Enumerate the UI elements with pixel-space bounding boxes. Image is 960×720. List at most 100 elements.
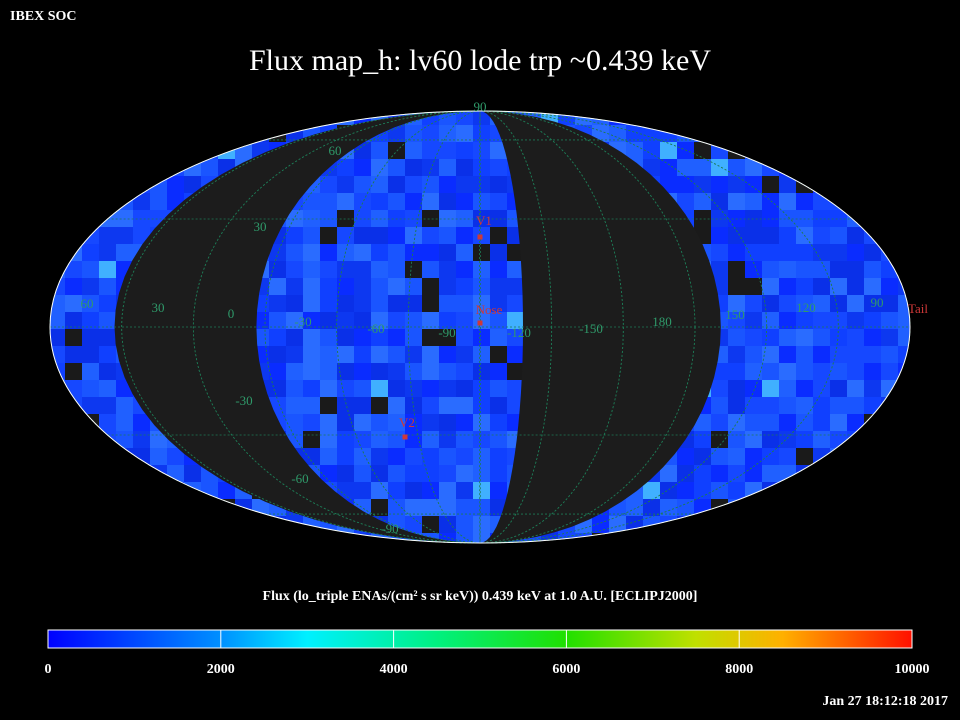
timestamp: Jan 27 18:12:18 2017 [822,694,948,709]
flux-cell [660,142,677,159]
flux-cell [99,397,116,414]
flux-cell [711,414,728,431]
flux-cell [388,465,405,482]
flux-cell [694,431,711,448]
flux-cell [82,244,99,261]
flux-cell [405,482,422,499]
flux-cell [813,431,830,448]
flux-cell [456,431,473,448]
flux-cell [337,227,354,244]
flux-cell [745,397,762,414]
flux-cell [881,329,898,346]
flux-cell [388,261,405,278]
flux-cell [830,397,847,414]
flux-cell [371,295,388,312]
flux-cell [847,278,864,295]
flux-cell [456,448,473,465]
flux-cell [371,380,388,397]
flux-cell [762,244,779,261]
flux-cell [286,261,303,278]
flux-cell [371,414,388,431]
flux-cell [473,448,490,465]
flux-cell [354,414,371,431]
graticule [49,110,911,544]
flux-cell [150,193,167,210]
flux-cell [762,193,779,210]
flux-cell [830,278,847,295]
flux-cell [286,278,303,295]
flux-cell [286,346,303,363]
flux-cell [728,414,745,431]
flux-cell [796,431,813,448]
flux-cell [490,465,507,482]
flux-cell [337,380,354,397]
flux-cell [592,516,609,533]
flux-cell [439,533,456,543]
marker-dot [402,434,408,440]
flux-cell [728,244,745,261]
colorbar-tick-label: 2000 [207,662,235,677]
flux-cell [405,499,422,516]
flux-cell [745,312,762,329]
flux-cell [337,278,354,295]
flux-cell [337,346,354,363]
flux-cell [354,448,371,465]
flux-cell [99,278,116,295]
flux-cell [456,244,473,261]
flux-cell [711,465,728,482]
flux-cell [796,210,813,227]
flux-cell [830,227,847,244]
flux-cell [65,329,82,346]
flux-cell [711,261,728,278]
flux-cell [728,295,745,312]
flux-cell [303,431,320,448]
flux-cell [762,278,779,295]
flux-cell [473,499,490,516]
flux-cell [388,193,405,210]
flux-cell [320,329,337,346]
flux-cell [371,329,388,346]
flux-cell [456,363,473,380]
latitude-label: -60 [291,471,308,486]
flux-cell [507,329,524,346]
flux-cell [337,193,354,210]
map-labels: 90 60 30 -30 -60 -90 60 30 0 -30 -60 -90 -120 -150 180… [81,99,929,536]
flux-cell [439,159,456,176]
flux-cell [813,346,830,363]
flux-cell [269,261,286,278]
flux-cell [830,414,847,431]
flux-cell [371,312,388,329]
flux-cell [388,329,405,346]
longitude-label: 30 [152,300,165,315]
flux-cell [422,516,439,533]
flux-cell [626,142,643,159]
flux-cell [473,295,490,312]
flux-cell [82,278,99,295]
flux-cell [456,295,473,312]
flux-cell [388,312,405,329]
flux-cell [405,244,422,261]
flux-cell [405,414,422,431]
flux-cell [745,278,762,295]
flux-cell [99,414,116,431]
flux-cell [422,312,439,329]
flux-cell [439,261,456,278]
flux-cell [728,380,745,397]
flux-cell [813,227,830,244]
data-gap [114,111,480,543]
flux-cell [150,431,167,448]
flux-cell [847,363,864,380]
flux-cell [507,244,524,261]
flux-cell [507,295,524,312]
flux-cell [847,244,864,261]
flux-cell [796,414,813,431]
flux-cell [813,312,830,329]
flux-cell [133,431,150,448]
flux-cell [82,329,99,346]
flux-cell [422,295,439,312]
flux-cell [320,431,337,448]
flux-cell [813,363,830,380]
flux-cell [830,261,847,278]
flux-cell [779,431,796,448]
flux-cell [728,278,745,295]
